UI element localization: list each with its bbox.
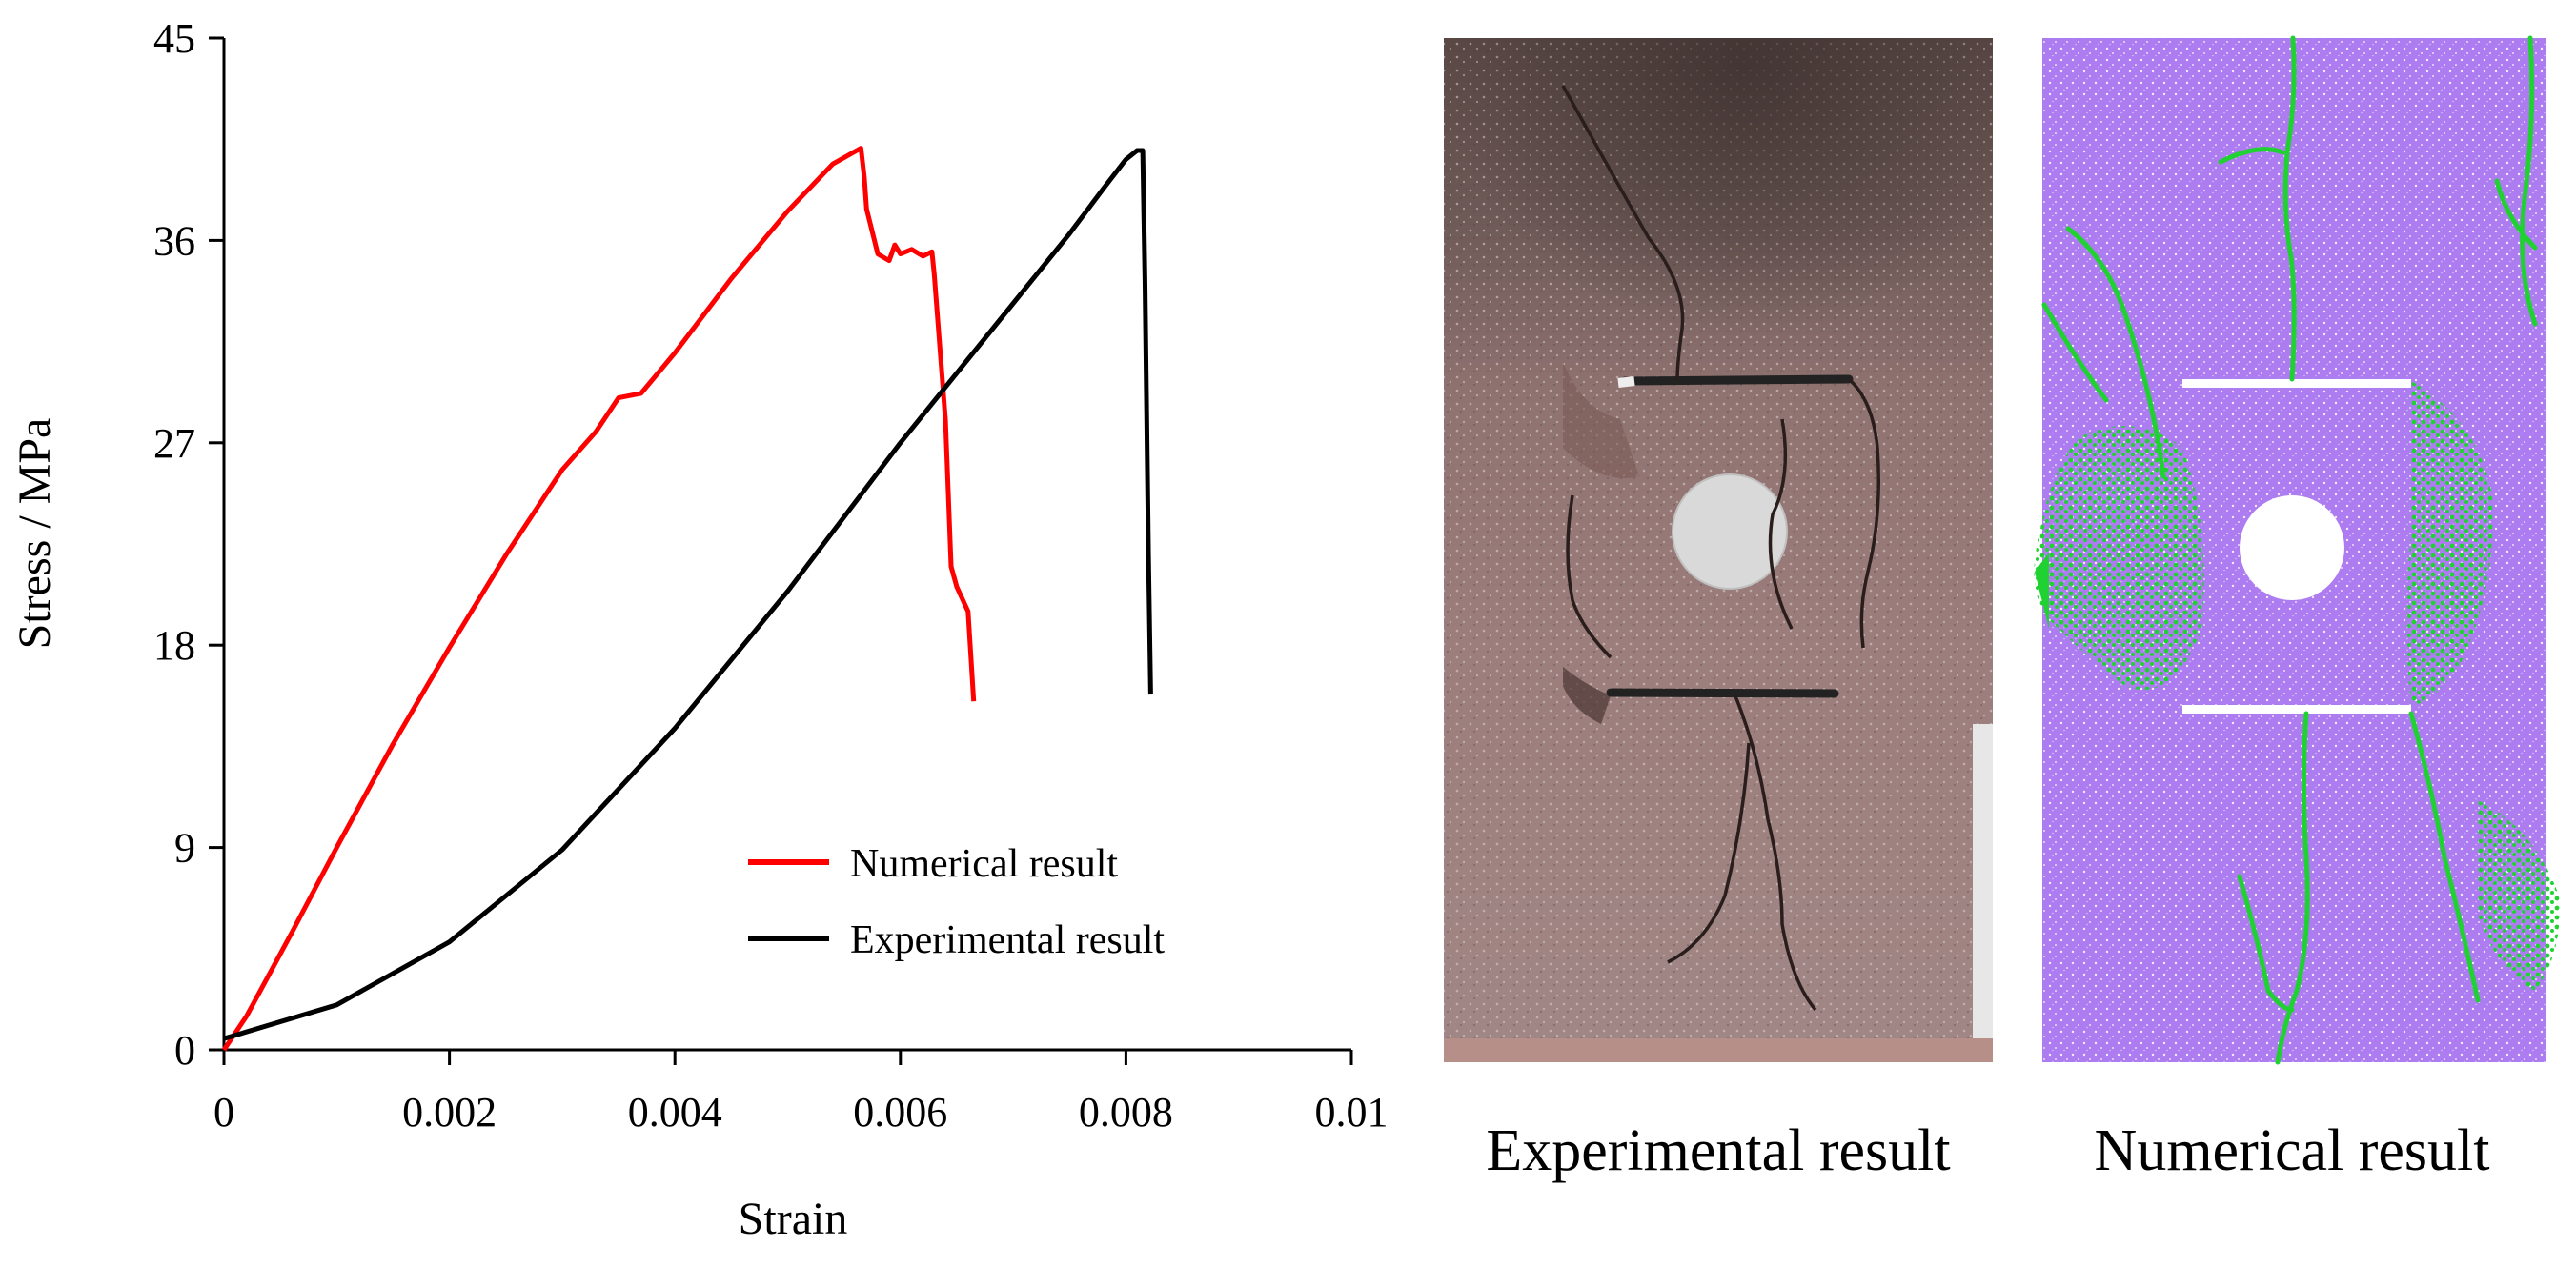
stress-strain-chart: 0 0.002 0.004 0.006 0.008 0.01 0 9 18 27 36 45 Str… [10, 15, 1389, 1244]
x-tick-label: 0.006 [853, 1089, 947, 1136]
y-tick-label: 9 [174, 825, 195, 872]
series-line-numerical [221, 146, 977, 1052]
y-axis-ticks: 0 9 18 27 36 45 [153, 15, 224, 1074]
x-axis-ticks: 0 0.002 0.004 0.006 0.008 0.01 [213, 1050, 1389, 1136]
y-tick-label: 36 [153, 217, 195, 264]
chart-series [221, 146, 1153, 1052]
caption-numerical: Numerical result [2095, 1118, 2490, 1183]
x-tick-label: 0.002 [402, 1089, 497, 1136]
x-tick-label: 0.004 [628, 1089, 722, 1136]
y-tick-label: 18 [153, 622, 195, 669]
y-tick-label: 0 [174, 1027, 195, 1074]
chart-axes [222, 38, 1351, 1052]
x-tick-label: 0.01 [1315, 1089, 1389, 1136]
y-axis-title: Stress / MPa [10, 418, 60, 650]
y-tick-label: 45 [153, 15, 195, 62]
legend-label-experimental: Experimental result [850, 918, 1165, 962]
chart-legend: Numerical result Experimental result [748, 842, 1165, 962]
series-line-experimental [223, 148, 1153, 1041]
experimental-specimen-photo [1444, 38, 1993, 1062]
x-tick-label: 0.008 [1079, 1089, 1173, 1136]
x-axis-title: Strain [739, 1194, 848, 1244]
y-tick-label: 27 [153, 420, 195, 467]
caption-experimental: Experimental result [1486, 1118, 1950, 1183]
x-tick-label: 0 [213, 1089, 234, 1136]
legend-label-numerical: Numerical result [850, 842, 1118, 886]
numerical-simulation-image [2034, 35, 2560, 1065]
